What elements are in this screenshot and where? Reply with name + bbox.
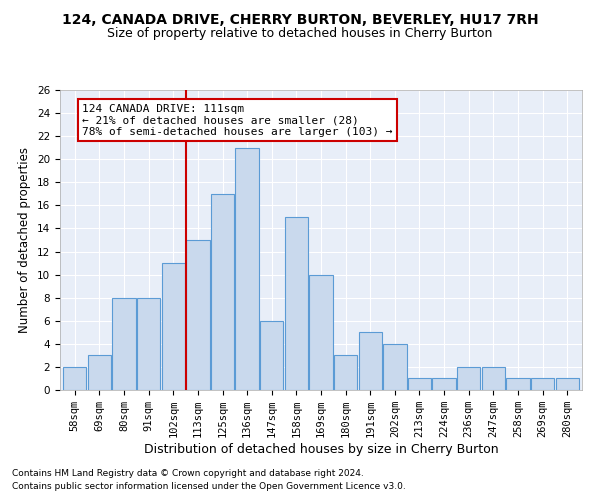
Bar <box>334 356 358 390</box>
Bar <box>211 194 234 390</box>
Bar <box>556 378 579 390</box>
Bar <box>506 378 530 390</box>
Bar <box>482 367 505 390</box>
Bar <box>433 378 456 390</box>
Text: 124, CANADA DRIVE, CHERRY BURTON, BEVERLEY, HU17 7RH: 124, CANADA DRIVE, CHERRY BURTON, BEVERL… <box>62 12 538 26</box>
Bar <box>137 298 160 390</box>
Text: 124 CANADA DRIVE: 111sqm
← 21% of detached houses are smaller (28)
78% of semi-d: 124 CANADA DRIVE: 111sqm ← 21% of detach… <box>82 104 392 137</box>
Bar <box>161 263 185 390</box>
Bar <box>383 344 407 390</box>
Bar <box>63 367 86 390</box>
Text: Contains HM Land Registry data © Crown copyright and database right 2024.: Contains HM Land Registry data © Crown c… <box>12 468 364 477</box>
Bar <box>408 378 431 390</box>
Bar <box>531 378 554 390</box>
Bar <box>457 367 481 390</box>
Bar <box>112 298 136 390</box>
Bar <box>284 217 308 390</box>
Text: Size of property relative to detached houses in Cherry Burton: Size of property relative to detached ho… <box>107 28 493 40</box>
X-axis label: Distribution of detached houses by size in Cherry Burton: Distribution of detached houses by size … <box>143 443 499 456</box>
Text: Contains public sector information licensed under the Open Government Licence v3: Contains public sector information licen… <box>12 482 406 491</box>
Bar <box>310 274 332 390</box>
Y-axis label: Number of detached properties: Number of detached properties <box>19 147 31 333</box>
Bar <box>186 240 209 390</box>
Bar <box>88 356 111 390</box>
Bar <box>235 148 259 390</box>
Bar <box>359 332 382 390</box>
Bar <box>260 321 283 390</box>
